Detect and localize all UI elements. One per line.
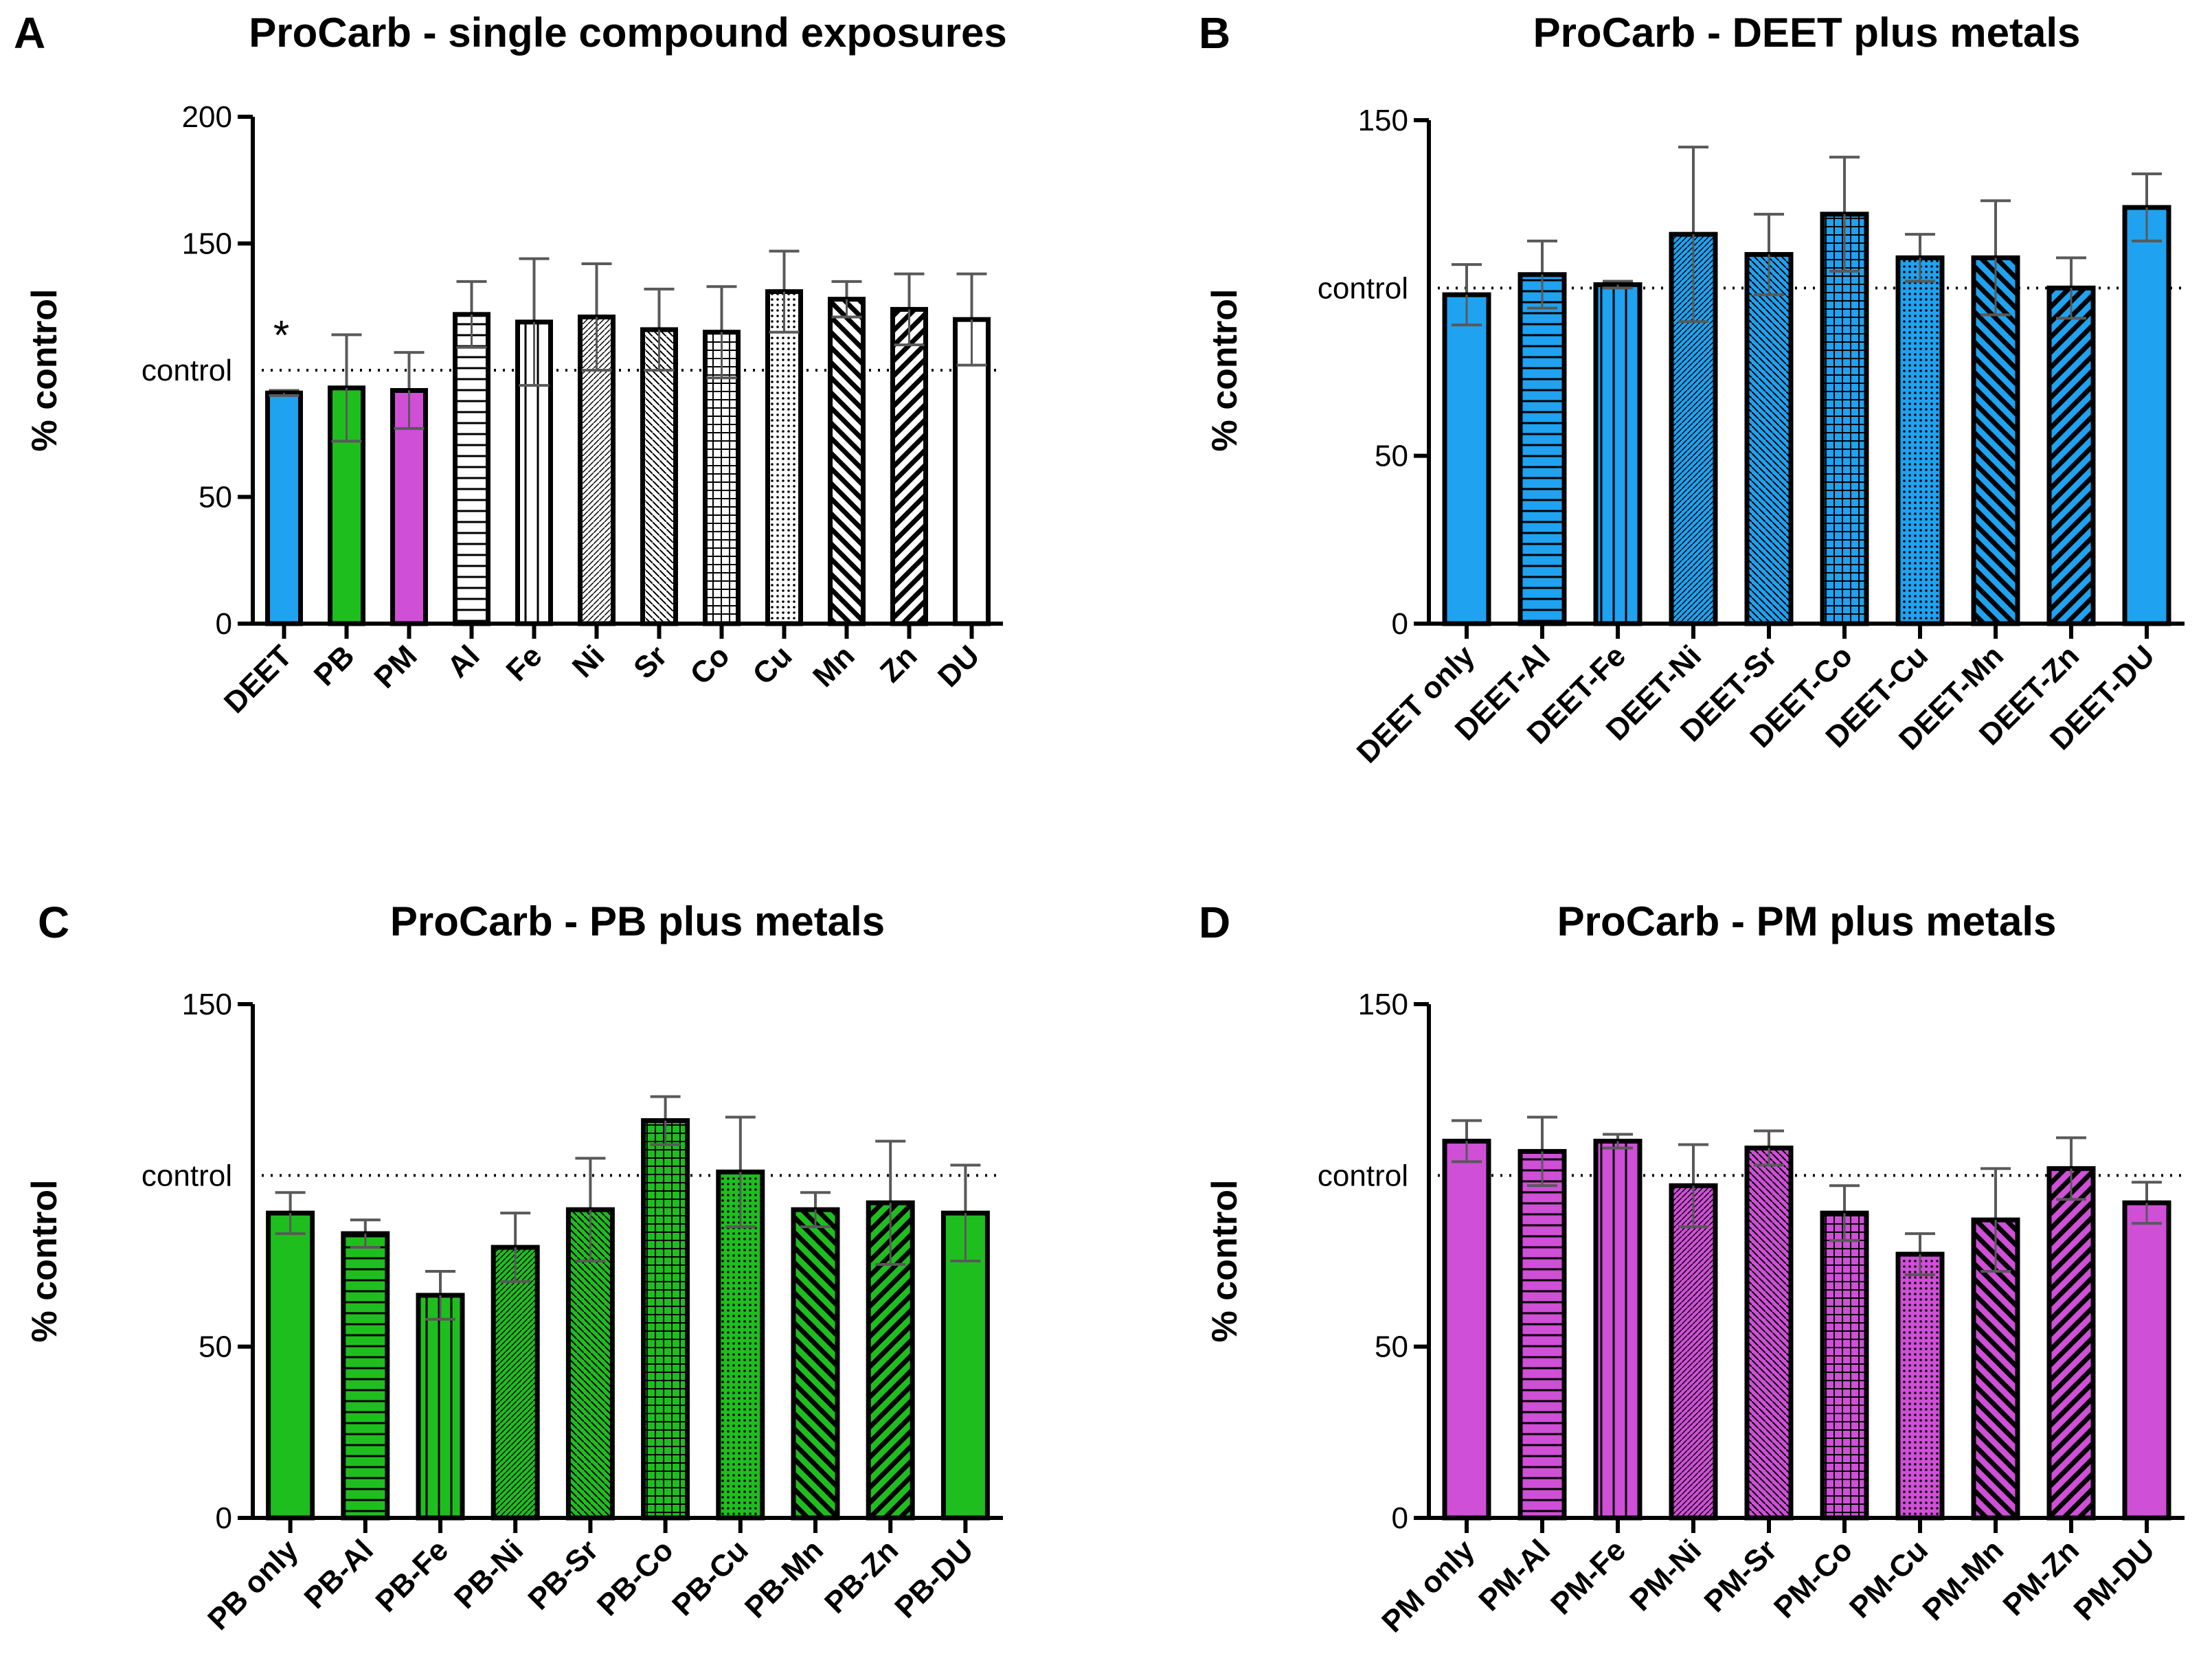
control-reference-label: control — [1318, 1159, 1408, 1192]
y-tick-label: 150 — [1358, 988, 1408, 1021]
x-tick-label: PM-Fe — [1544, 1533, 1632, 1621]
x-tick-label: PB-Sr — [521, 1533, 605, 1616]
y-tick-label: 50 — [199, 481, 232, 514]
control-reference-label: control — [142, 354, 232, 387]
x-tick-label: Sr — [627, 639, 674, 685]
x-tick-label: DU — [932, 639, 986, 694]
y-tick-label: 150 — [1358, 104, 1408, 137]
y-tick-label: 50 — [199, 1330, 232, 1364]
x-tick-label: PM-DU — [2067, 1533, 2161, 1627]
bar-pb-only — [266, 1210, 315, 1521]
y-tick-label: 150 — [182, 227, 232, 261]
y-tick-label: 50 — [1375, 1330, 1408, 1364]
bar-deet — [265, 390, 303, 626]
chart-panel-d: D ProCarb - PM plus metals % control contro… — [1199, 898, 2185, 1639]
y-tick-label: 0 — [216, 607, 232, 641]
chart-panel-c: C ProCarb - PB plus metals % control contro… — [25, 898, 1003, 1637]
x-tick-label: PB-Mn — [738, 1533, 830, 1624]
y-tick-label: 0 — [1392, 1501, 1408, 1535]
chart-panel-a: A ProCarb - single compound exposures % co… — [14, 8, 1007, 720]
chart-title: ProCarb - DEET plus metals — [1533, 10, 2081, 56]
y-tick-label: 150 — [182, 988, 232, 1021]
y-axis-label: % control — [1205, 1180, 1245, 1343]
bar-pm-zn — [2046, 1166, 2096, 1521]
x-tick-label: DEET only — [1351, 639, 1482, 770]
x-tick-label: PM-Mn — [1916, 1533, 2010, 1627]
bar-pb-du — [940, 1210, 990, 1521]
x-tick-label: DEET — [218, 639, 299, 720]
x-tick-label: PB only — [201, 1533, 305, 1637]
bar-deet-al — [1517, 272, 1567, 626]
y-tick-label: 200 — [182, 100, 232, 134]
x-tick-label: Cu — [746, 639, 798, 691]
x-tick-label: PM-Cu — [1843, 1533, 1934, 1624]
bar-deet-co — [1820, 212, 1869, 626]
chart-title: ProCarb - PB plus metals — [390, 898, 885, 944]
bar-zn — [890, 306, 928, 626]
y-axis-label: % control — [25, 1180, 65, 1343]
y-axis-label: % control — [25, 289, 65, 452]
bar-pb-co — [641, 1118, 690, 1521]
bar-cu — [765, 289, 803, 626]
x-tick-label: Co — [684, 639, 736, 691]
x-tick-label: PB-Fe — [370, 1533, 455, 1619]
bar-pb-mn — [791, 1207, 840, 1521]
control-reference-label: control — [1318, 271, 1408, 305]
x-tick-label: Fe — [500, 639, 549, 688]
bar-deet-sr — [1744, 251, 1794, 626]
bar-pm-only — [1442, 1138, 1491, 1521]
y-tick-label: 0 — [216, 1501, 232, 1535]
x-tick-label: Ni — [566, 639, 611, 684]
control-reference-label: control — [142, 1159, 232, 1192]
x-tick-label: Al — [441, 639, 486, 684]
x-tick-label: PB — [308, 639, 361, 692]
bar-deet-zn — [2046, 285, 2096, 626]
x-tick-label: PM only — [1375, 1533, 1481, 1639]
bar-pm-du — [2122, 1200, 2171, 1521]
x-tick-label: PM-Co — [1768, 1533, 1859, 1624]
x-tick-label: PM-Al — [1472, 1533, 1557, 1617]
bar-pm-ni — [1669, 1183, 1718, 1521]
panel-letter: D — [1199, 898, 1230, 947]
chart-title: ProCarb - single compound exposures — [249, 10, 1007, 56]
bar-al — [453, 312, 490, 626]
bar-pb-cu — [716, 1169, 765, 1521]
x-tick-label: PB-Cu — [666, 1533, 755, 1622]
bar-pm-co — [1820, 1210, 1869, 1521]
x-tick-label: Mn — [806, 639, 861, 694]
bar-pb-ni — [490, 1245, 540, 1521]
x-tick-label: PB-Ni — [448, 1533, 530, 1615]
significance-marker: * — [273, 313, 289, 359]
bar-deet-cu — [1895, 255, 1945, 626]
bar-pm-fe — [1593, 1138, 1643, 1521]
bar-deet-fe — [1593, 282, 1643, 626]
x-tick-label: PB-Co — [591, 1533, 680, 1622]
panel-letter: A — [14, 8, 45, 58]
x-tick-label: PM — [368, 639, 423, 694]
y-axis-label: % control — [1205, 289, 1245, 452]
bar-mn — [828, 297, 866, 626]
x-tick-label: PB-DU — [888, 1533, 980, 1624]
bar-deet-du — [2122, 205, 2171, 626]
panel-letter: C — [38, 898, 69, 947]
bar-pm-cu — [1895, 1251, 1945, 1521]
x-tick-label: PB-Al — [298, 1533, 380, 1615]
x-tick-label: PM-Ni — [1623, 1533, 1708, 1617]
bar-pb-fe — [416, 1293, 465, 1521]
panel-letter: B — [1199, 8, 1230, 58]
bar-deet-only — [1442, 292, 1491, 626]
y-tick-label: 50 — [1375, 440, 1408, 473]
bar-pb-al — [341, 1231, 390, 1521]
bar-sr — [640, 327, 678, 626]
y-tick-label: 0 — [1392, 607, 1408, 641]
x-tick-label: PM-Sr — [1698, 1533, 1784, 1619]
chart-title: ProCarb - PM plus metals — [1557, 898, 2057, 944]
bar-pm-sr — [1744, 1145, 1794, 1521]
x-tick-label: PB-Zn — [818, 1533, 905, 1620]
chart-panel-b: B ProCarb - DEET plus metals % control cont… — [1199, 8, 2185, 770]
bar-pm-al — [1517, 1148, 1567, 1521]
x-tick-label: Zn — [874, 639, 924, 689]
